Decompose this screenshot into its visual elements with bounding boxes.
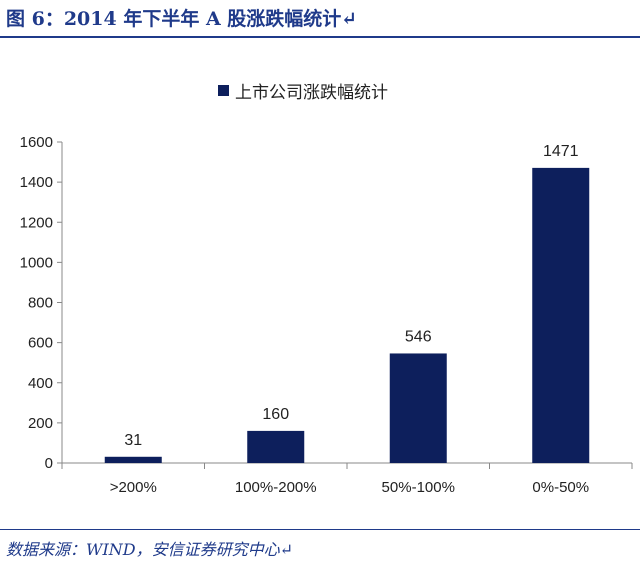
data-label: 1471 (543, 143, 579, 160)
header-rule (0, 36, 640, 38)
y-tick-label: 200 (28, 415, 53, 432)
bar (104, 456, 162, 463)
y-tick-label: 0 (45, 455, 53, 472)
y-tick-label: 1000 (20, 254, 53, 271)
legend-swatch (218, 85, 229, 96)
y-tick-label: 800 (28, 295, 53, 312)
x-tick-label: 50%-100% (382, 479, 455, 496)
source-note: 数据来源：WIND，安信证券研究中心↵ (6, 540, 294, 559)
legend-label: 上市公司涨跌幅统计 (235, 83, 388, 103)
y-tick-label: 600 (28, 335, 53, 352)
figure-title: 图 6：2014 年下半年 A 股涨跌幅统计↵ (6, 8, 358, 30)
legend: 上市公司涨跌幅统计 (218, 78, 388, 103)
y-tick-label: 1400 (20, 174, 53, 191)
x-tick-label: 0%-50% (532, 479, 589, 496)
data-label: 160 (262, 406, 289, 423)
data-label: 546 (405, 328, 432, 345)
bar (532, 167, 590, 464)
figure-header: 图 6：2014 年下半年 A 股涨跌幅统计↵ (0, 0, 640, 36)
x-tick-label: >200% (110, 479, 157, 496)
source-rule (0, 529, 640, 530)
bar (247, 430, 305, 463)
data-label: 31 (124, 432, 142, 449)
y-tick-label: 1200 (20, 214, 53, 231)
bar-chart: 0 200 400 600 800 1000 1200 1400 1600 31 >200% 160 1… (20, 134, 633, 496)
y-tick-label: 400 (28, 375, 53, 392)
x-tick-label: 100%-200% (235, 479, 317, 496)
bar (389, 353, 447, 463)
y-tick-label: 1600 (20, 134, 53, 151)
